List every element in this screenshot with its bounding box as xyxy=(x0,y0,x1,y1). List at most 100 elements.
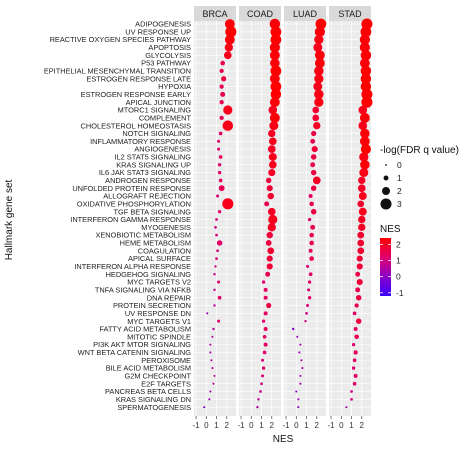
data-point xyxy=(266,231,273,239)
gene-set-label: INTERFERON GAMMA RESPONSE xyxy=(70,215,191,224)
data-point xyxy=(262,350,267,355)
data-point xyxy=(268,214,278,225)
data-point xyxy=(297,406,300,409)
data-point xyxy=(263,295,268,300)
facet-label: BRCA xyxy=(202,9,227,19)
data-point xyxy=(351,342,356,347)
gene-set-label: OXIDATIVE PHOSPHORYLATION xyxy=(77,199,191,208)
data-point xyxy=(356,278,363,286)
gene-set-label: BILE ACID METABOLISM xyxy=(106,364,191,373)
x-tick-label: 2 xyxy=(270,421,275,430)
data-point xyxy=(214,225,217,229)
data-point xyxy=(361,96,373,108)
data-point xyxy=(256,405,259,409)
gene-set-label: TNFA SIGNALING VIA NFKB xyxy=(95,285,191,294)
gene-set-label: WNT BETA CATENIN SIGNALING xyxy=(78,348,192,357)
data-point xyxy=(270,26,282,38)
data-point xyxy=(355,294,362,301)
gene-set-label: INFLAMMATORY RESPONSE xyxy=(90,137,191,146)
data-point xyxy=(266,263,273,270)
data-point xyxy=(298,351,301,354)
data-point xyxy=(213,288,216,292)
data-point xyxy=(257,398,260,401)
size-legend-label: 1 xyxy=(397,173,402,183)
data-point xyxy=(309,240,314,246)
data-point xyxy=(215,257,218,260)
data-point xyxy=(261,319,266,323)
gene-set-label: IL2 STAT5 SIGNALING xyxy=(114,153,191,162)
data-point xyxy=(213,374,216,377)
data-point xyxy=(218,178,223,183)
data-point xyxy=(360,65,372,77)
facet-strip xyxy=(194,6,236,21)
data-point xyxy=(311,130,317,137)
data-point xyxy=(211,335,214,338)
data-point xyxy=(307,288,311,292)
gene-set-label: MYOGENESIS xyxy=(141,223,191,232)
x-tick-label: -1 xyxy=(327,421,335,430)
data-point xyxy=(270,65,282,77)
data-point xyxy=(269,121,279,131)
data-point xyxy=(312,114,320,122)
gene-set-label: MTORC1 SIGNALING xyxy=(118,106,192,115)
data-point xyxy=(310,224,316,230)
x-tick-label: 0 xyxy=(339,421,344,430)
data-point xyxy=(358,223,366,232)
gene-set-label: GLYCOLYSIS xyxy=(145,51,191,60)
data-point xyxy=(309,256,314,261)
x-tick-label: -1 xyxy=(282,421,290,430)
data-point xyxy=(358,121,368,130)
data-point xyxy=(360,73,372,84)
data-point xyxy=(269,42,280,53)
data-point xyxy=(208,398,211,401)
data-point xyxy=(261,280,266,284)
data-point xyxy=(224,34,235,45)
data-point xyxy=(223,51,232,60)
data-point xyxy=(360,26,372,38)
facet-panel-luad: LUAD -1 0 1 2 xyxy=(282,6,327,430)
data-point xyxy=(269,73,280,84)
data-point xyxy=(345,406,348,409)
data-point xyxy=(360,159,370,170)
size-legend-key xyxy=(380,198,392,210)
size-legend-key xyxy=(382,187,390,195)
gene-set-label: HEDGEHOG SIGNALING xyxy=(106,270,192,279)
data-point xyxy=(313,121,321,130)
data-point xyxy=(308,194,313,199)
data-point xyxy=(268,105,278,115)
data-point xyxy=(263,311,268,316)
data-point xyxy=(215,218,218,221)
gene-set-label: KRAS SIGNALING UP xyxy=(116,160,191,169)
data-point xyxy=(310,138,316,144)
data-point xyxy=(269,112,280,123)
data-point xyxy=(304,319,307,323)
data-point xyxy=(358,215,366,224)
x-tick-label: 2 xyxy=(225,421,230,430)
data-point xyxy=(310,185,317,191)
data-point xyxy=(270,89,282,100)
color-legend-title: NES xyxy=(380,224,401,235)
facet-strip xyxy=(239,6,281,21)
data-point xyxy=(312,106,320,114)
data-point xyxy=(314,74,324,84)
data-point xyxy=(359,168,369,178)
data-point xyxy=(360,50,372,61)
gene-set-label: ESTROGEN RESPONSE LATE xyxy=(86,74,191,83)
data-point xyxy=(224,43,233,52)
data-point xyxy=(266,185,273,192)
data-point xyxy=(217,295,222,300)
data-point xyxy=(299,382,302,385)
facet-label: LUAD xyxy=(293,9,318,19)
facet-panel-coad: COAD -1 0 1 2 xyxy=(237,6,282,430)
data-point xyxy=(268,152,277,161)
gene-set-label: KRAS SIGNALING DN xyxy=(116,395,191,404)
data-point xyxy=(265,271,271,277)
data-point xyxy=(260,382,263,386)
gene-set-label: TGF BETA SIGNALING xyxy=(114,207,192,216)
data-point xyxy=(270,58,280,68)
data-point xyxy=(292,327,295,331)
gene-set-label: UV RESPONSE UP xyxy=(125,27,191,36)
data-point xyxy=(306,304,310,308)
gene-set-label: FATTY ACID METABOLISM xyxy=(99,325,191,334)
data-point xyxy=(220,60,225,66)
